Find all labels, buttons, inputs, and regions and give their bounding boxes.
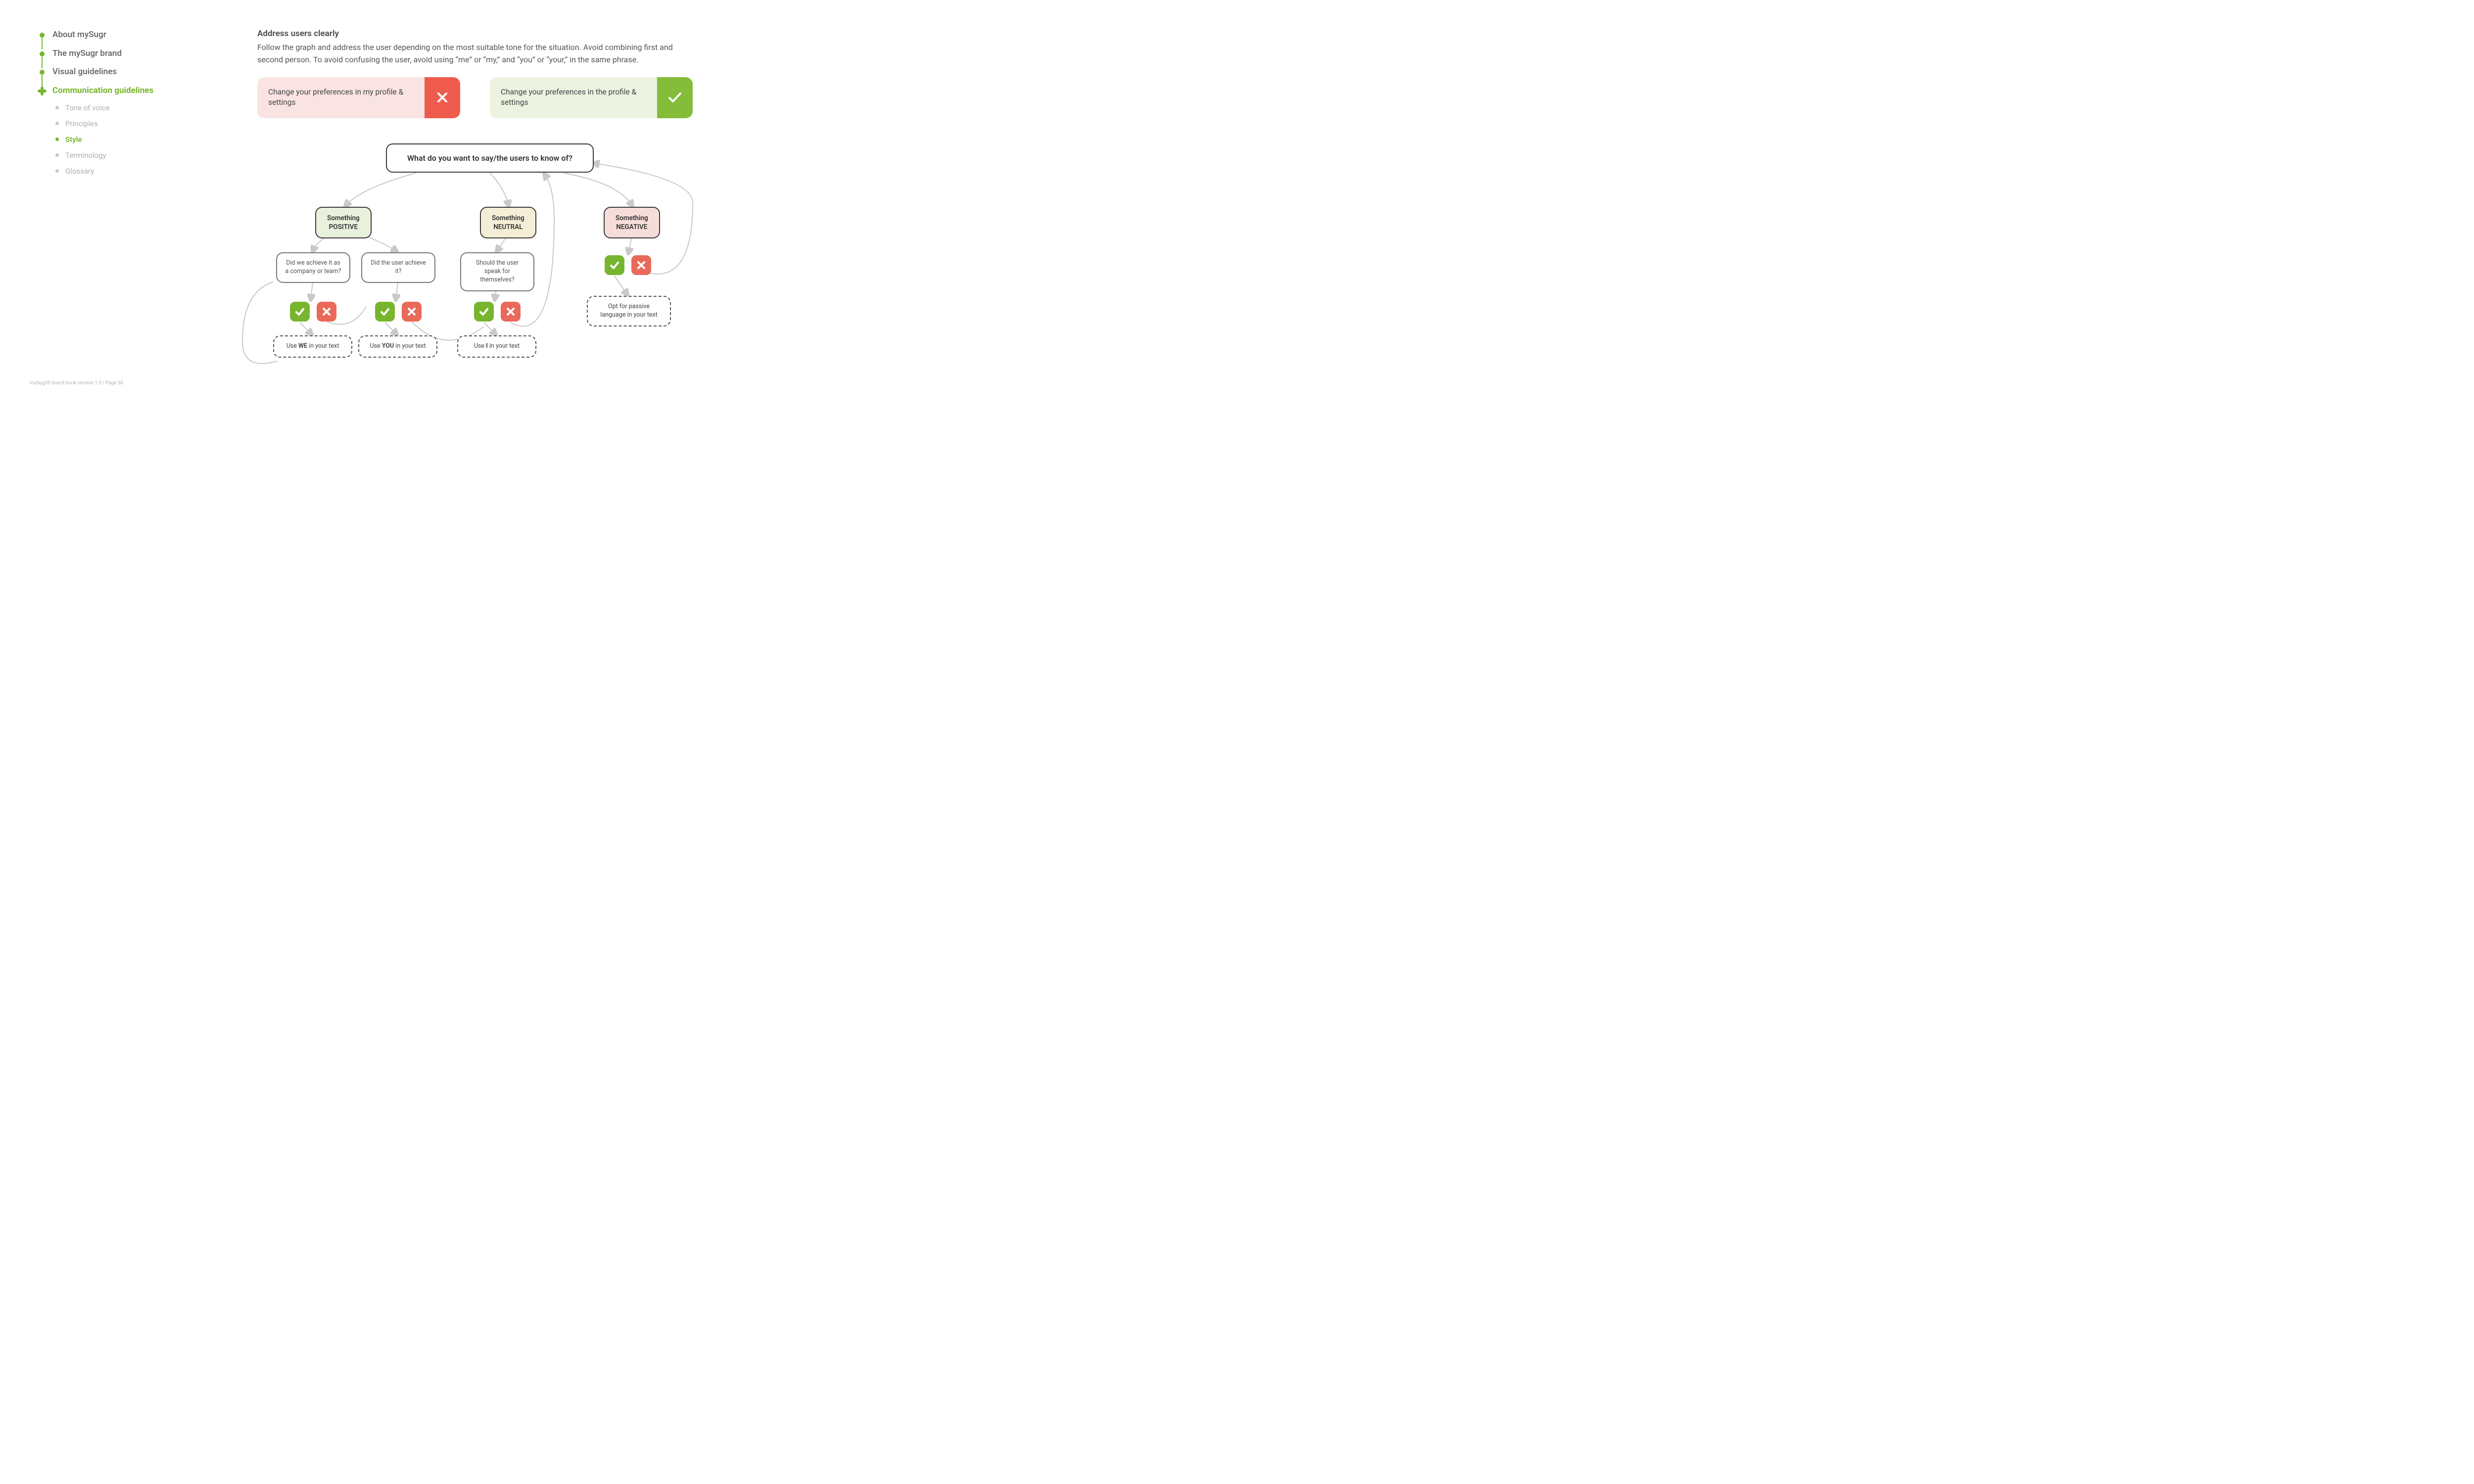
check-icon xyxy=(474,302,494,322)
flow-q2: Did the user achieve it? xyxy=(361,252,435,283)
example-good: Change your preferences in the profile &… xyxy=(490,77,693,118)
subnav-principles[interactable]: Principles xyxy=(52,118,198,130)
nav-label: Style xyxy=(65,135,82,144)
flowchart: What do you want to say/the users to kno… xyxy=(238,129,713,391)
nav-label: Tone of voice xyxy=(65,103,109,112)
subnav-glossary[interactable]: Glossary xyxy=(52,165,198,177)
cross-icon xyxy=(317,302,336,322)
flow-q1: Did we achieve it as a company or team? xyxy=(276,252,350,283)
nav-label: The mySugr brand xyxy=(52,48,122,58)
flow-root: What do you want to say/the users to kno… xyxy=(386,143,594,173)
subnav-tone[interactable]: Tone of voice xyxy=(52,102,198,114)
nav-label: Communication guidelines xyxy=(52,86,153,95)
plus-icon xyxy=(38,87,47,95)
flow-chips-4 xyxy=(605,255,651,275)
examples-row: Change your preferences in my profile & … xyxy=(257,77,693,118)
cat-line1: Something xyxy=(492,214,524,222)
subnav-style[interactable]: Style xyxy=(52,134,198,145)
cross-icon xyxy=(402,302,422,322)
check-icon xyxy=(290,302,310,322)
nav-label: Visual guidelines xyxy=(52,67,117,77)
check-icon xyxy=(605,255,624,275)
flow-cat-neutral: Something NEUTRAL xyxy=(480,207,536,238)
nav-label: Principles xyxy=(65,119,98,128)
cross-icon xyxy=(501,302,521,322)
cross-icon xyxy=(631,255,651,275)
check-icon xyxy=(657,77,693,118)
nav-label: Terminology xyxy=(65,151,106,160)
flow-chips-3 xyxy=(474,302,521,322)
section-heading: Address users clearly xyxy=(257,29,693,39)
flow-chips-2 xyxy=(375,302,422,322)
main-content: Address users clearly Follow the graph a… xyxy=(257,29,693,136)
check-icon xyxy=(375,302,395,322)
section-intro: Follow the graph and address the user de… xyxy=(257,42,688,66)
cross-icon xyxy=(425,77,460,118)
flow-out-you: Use YOU in your text xyxy=(358,335,437,358)
flow-out-passive: Opt for passive language in your text xyxy=(587,296,671,326)
flow-q3: Should the user speak for themselves? xyxy=(460,252,534,291)
example-bad: Change your preferences in my profile & … xyxy=(257,77,460,118)
subnav-terminology[interactable]: Terminology xyxy=(52,149,198,161)
page-footer: mySugr® brand book version 1.0 | Page 36 xyxy=(30,380,123,386)
example-good-text: Change your preferences in the profile &… xyxy=(490,77,657,118)
flow-cat-positive: Something POSITIVE xyxy=(315,207,372,238)
flow-chips-1 xyxy=(290,302,336,322)
nav-item-about[interactable]: About mySugr xyxy=(40,29,198,42)
nav-label: About mySugr xyxy=(52,30,106,40)
example-bad-text: Change your preferences in my profile & … xyxy=(257,77,425,118)
cat-line1: Something xyxy=(616,214,648,222)
cat-line1: Something xyxy=(327,214,360,222)
nav-label: Glossary xyxy=(65,167,94,176)
flow-out-i: Use I in your text xyxy=(457,335,536,358)
sidebar-nav: About mySugr The mySugr brand Visual gui… xyxy=(40,29,198,183)
nav-item-brand[interactable]: The mySugr brand xyxy=(40,47,198,60)
nav-item-visual[interactable]: Visual guidelines xyxy=(40,66,198,79)
flow-out-we: Use WE in your text xyxy=(273,335,352,358)
cat-line2: NEGATIVE xyxy=(616,223,647,231)
nav-item-communication[interactable]: Communication guidelines Tone of voice P… xyxy=(40,85,198,178)
flow-cat-negative: Something NEGATIVE xyxy=(604,207,660,238)
cat-line2: NEUTRAL xyxy=(493,223,523,231)
cat-line2: POSITIVE xyxy=(329,223,358,231)
